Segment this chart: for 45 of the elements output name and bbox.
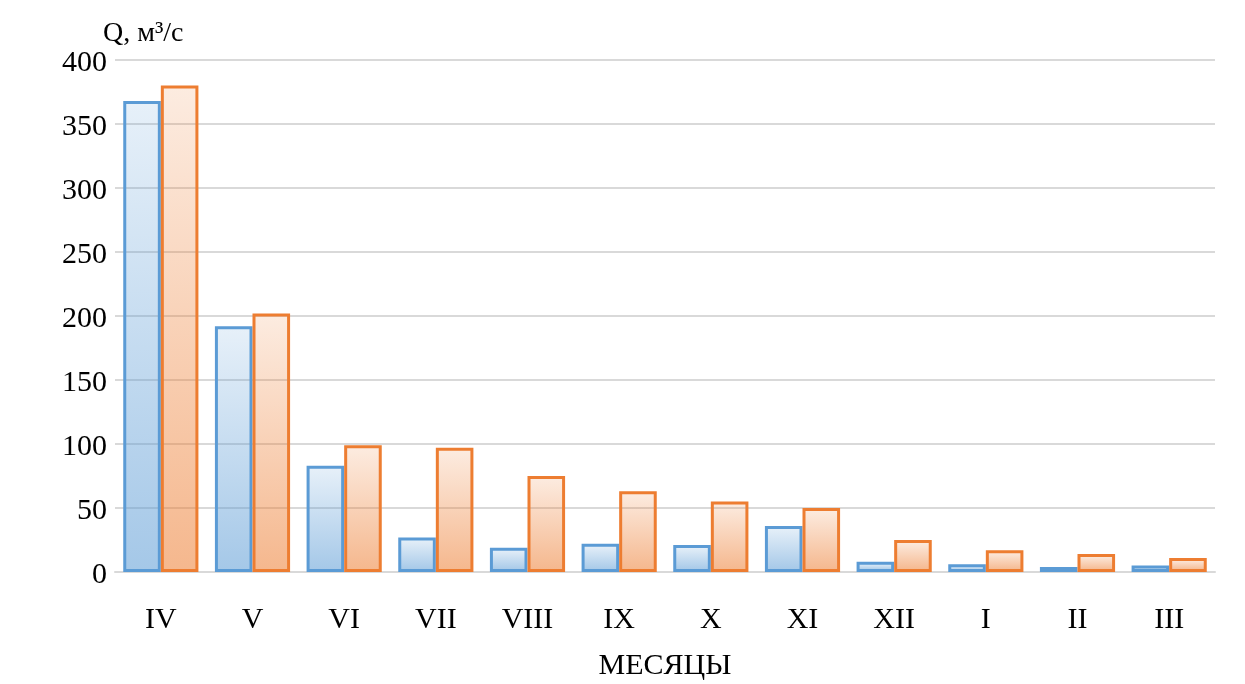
bar xyxy=(252,313,291,572)
x-tick-label: I xyxy=(980,600,991,634)
y-tick-label: 50 xyxy=(77,491,107,525)
bar xyxy=(894,540,932,572)
bar xyxy=(1077,554,1116,572)
bar xyxy=(398,537,436,572)
bar xyxy=(214,326,253,572)
bar xyxy=(764,525,803,572)
x-tick-label: X xyxy=(700,600,722,634)
y-tick-label: 0 xyxy=(92,555,107,589)
bar xyxy=(673,545,711,572)
x-tick-label: XII xyxy=(873,600,915,634)
bar xyxy=(856,561,895,572)
y-tick-label: 250 xyxy=(62,235,107,269)
y-tick-label: 200 xyxy=(62,299,107,333)
bar xyxy=(160,85,199,572)
y-tick-label: 150 xyxy=(62,363,107,397)
x-tick-label: IV xyxy=(145,600,177,634)
x-axis-title: МЕСЯЦЫ xyxy=(598,646,732,680)
x-tick-label: VII xyxy=(415,600,457,634)
bar xyxy=(1169,557,1207,572)
bar xyxy=(710,501,749,572)
bar xyxy=(123,100,161,572)
bar xyxy=(948,564,986,572)
x-tick-label: XI xyxy=(786,600,819,634)
bar xyxy=(1131,565,1170,572)
x-tick-label: II xyxy=(1067,600,1088,634)
bar xyxy=(489,547,528,572)
bar xyxy=(802,508,841,572)
bar xyxy=(1039,566,1078,572)
bar xyxy=(581,543,620,572)
x-tick-label: III xyxy=(1154,600,1185,634)
bar xyxy=(527,476,566,572)
x-tick-label: V xyxy=(241,600,264,634)
y-tick-label: 100 xyxy=(62,427,107,461)
x-tick-label: VIII xyxy=(501,600,554,634)
bar xyxy=(985,550,1024,572)
x-tick-label: VI xyxy=(328,600,360,634)
y-tick-label: 350 xyxy=(62,107,107,141)
bar xyxy=(435,447,474,572)
bar xyxy=(306,465,345,572)
x-tick-label: IX xyxy=(603,600,636,634)
bar xyxy=(619,491,657,572)
bar xyxy=(344,445,382,572)
y-tick-label: 300 xyxy=(62,171,107,205)
